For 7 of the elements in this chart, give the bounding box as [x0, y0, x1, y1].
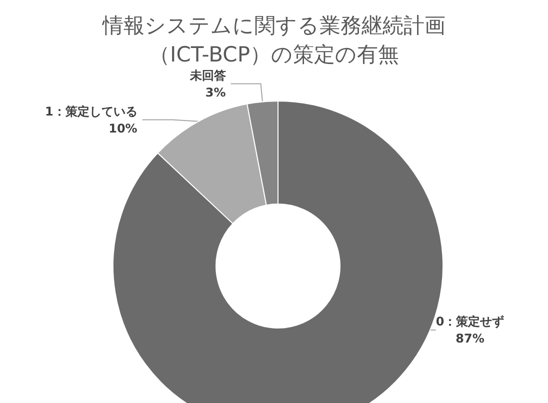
- slice-label: 1：策定している: [44, 104, 138, 118]
- chart-title: 情報システムに関する業務継続計画（ICT-BCP）の策定の有無: [102, 14, 446, 66]
- data-label: 10%: [108, 121, 138, 136]
- data-label: 3%: [205, 85, 226, 100]
- slice-label: 0：策定せず: [436, 314, 504, 328]
- data-label: 87%: [456, 332, 484, 346]
- slice-label: 未回答: [188, 68, 227, 82]
